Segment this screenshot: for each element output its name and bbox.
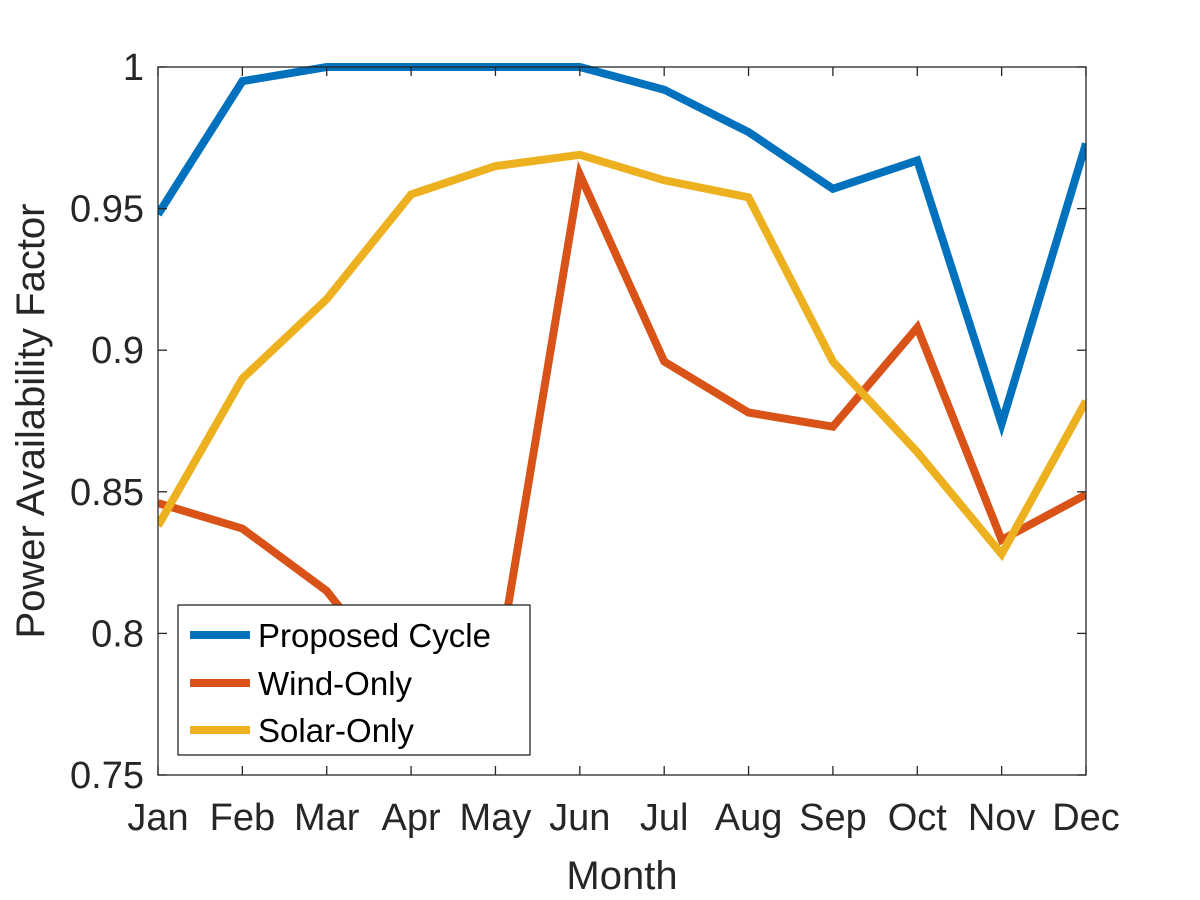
x-tick-label-feb: Feb — [210, 797, 275, 839]
y-tick-label-0: 0.75 — [70, 755, 144, 797]
legend-label-solar-only: Solar-Only — [258, 712, 414, 749]
series-layer — [158, 63, 1086, 703]
series-line-wind-only — [158, 160, 1086, 703]
x-tick-label-apr: Apr — [382, 797, 441, 839]
legend: Proposed Cycle Wind-Only Solar-Only — [177, 604, 531, 756]
y-tick-label-5: 1 — [123, 47, 144, 89]
legend-label-wind-only: Wind-Only — [258, 665, 413, 702]
x-tick-label-aug: Aug — [715, 797, 783, 839]
y-tick-labels: 0.75 0.8 0.85 0.9 0.95 1 — [70, 47, 144, 797]
plot-box — [157, 66, 1087, 776]
x-tick-label-may: May — [460, 797, 532, 839]
y-tick-label-4: 0.95 — [70, 189, 144, 231]
y-tick-label-1: 0.8 — [91, 613, 144, 655]
y-tick-label-3: 0.9 — [91, 330, 144, 372]
x-tick-label-mar: Mar — [294, 797, 360, 839]
x-tick-label-oct: Oct — [888, 797, 948, 839]
y-axis-title: Power Availability Factor — [9, 204, 53, 639]
x-tick-label-jun: Jun — [549, 797, 610, 839]
series-line-solar-only — [158, 150, 1086, 562]
x-tick-label-dec: Dec — [1052, 797, 1120, 839]
legend-label-proposed-cycle: Proposed Cycle — [258, 617, 491, 654]
y-tick-label-2: 0.85 — [70, 472, 144, 514]
x-tick-label-nov: Nov — [968, 797, 1036, 839]
x-tick-label-jul: Jul — [640, 797, 689, 839]
x-tick-label-jan: Jan — [127, 797, 188, 839]
series-line-proposed-cycle — [158, 63, 1086, 438]
x-tick-label-sep: Sep — [799, 797, 867, 839]
x-tick-labels: Jan Feb Mar Apr May Jun Jul Aug Sep Oct Nov Dec — [127, 797, 1119, 839]
x-axis-title: Month — [566, 854, 677, 898]
